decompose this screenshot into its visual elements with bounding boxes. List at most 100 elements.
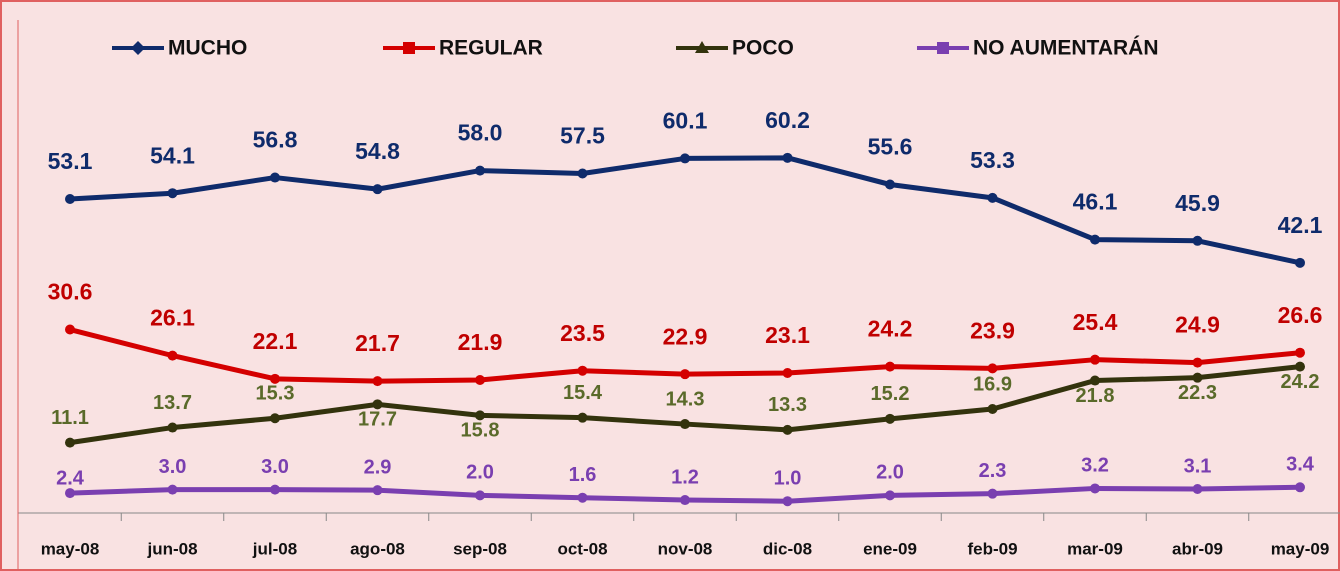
data-label: 3.1 [1184,455,1212,477]
data-label: 25.4 [1073,309,1118,335]
data-point [1295,257,1305,268]
x-tick-label: may-09 [1271,539,1330,558]
data-point [167,188,178,199]
x-tick-label: dic-08 [763,539,812,558]
data-point [1090,354,1100,365]
data-label: 15.2 [871,383,910,405]
data-point [475,165,485,176]
data-point [167,484,178,495]
data-label: 54.1 [150,142,195,168]
data-label: 21.7 [355,330,400,356]
data-label: 2.4 [56,467,85,489]
data-point [372,184,383,195]
data-label: 3.2 [1081,455,1109,477]
data-label: 3.0 [261,456,289,478]
data-point [1090,483,1100,494]
data-label: 17.7 [358,409,397,431]
data-point [680,495,690,506]
data-label: 42.1 [1278,212,1323,238]
data-label: 13.7 [153,392,192,414]
data-label: 23.9 [970,317,1015,343]
data-point [577,168,588,179]
data-label: 11.1 [51,407,89,429]
data-label: 55.6 [868,134,913,160]
x-tick-label: feb-09 [967,539,1017,558]
data-point [1090,375,1100,386]
data-label: 21.9 [458,329,503,355]
data-label: 15.8 [461,420,500,442]
data-point [577,365,588,376]
data-label: 22.9 [663,323,708,349]
data-point [782,496,793,507]
data-point [987,363,998,374]
legend-label: MUCHO [168,37,247,60]
data-label: 58.0 [458,120,503,146]
x-tick-label: jun-08 [146,539,197,558]
data-label: 14.3 [666,388,705,410]
data-label: 56.8 [253,127,298,153]
data-point [270,373,280,384]
data-point [270,172,280,183]
data-label: 60.2 [765,107,810,133]
data-label: 60.1 [663,107,708,133]
data-point [885,413,895,424]
data-label: 54.8 [355,138,400,164]
data-point [782,424,793,435]
data-point [987,192,998,203]
data-point [1295,482,1305,493]
x-tick-label: abr-09 [1172,539,1223,558]
data-point [885,179,895,190]
data-point [372,376,383,387]
data-point [1090,234,1100,245]
data-point [270,484,280,495]
data-label: 1.0 [774,467,802,489]
data-point [885,490,895,501]
data-point [577,492,588,503]
x-tick-label: nov-08 [658,539,713,558]
data-label: 3.4 [1286,454,1315,476]
data-label: 16.9 [973,373,1012,395]
data-point [65,324,75,335]
data-point [680,419,690,430]
data-point [1295,347,1305,358]
data-label: 24.2 [868,316,913,342]
data-point [167,350,178,361]
data-label: 26.6 [1278,302,1323,328]
legend-marker [695,41,709,53]
x-tick-label: jul-08 [252,539,297,558]
data-point [987,403,998,414]
data-point [1192,357,1203,368]
data-label: 13.3 [768,394,807,416]
data-point [1192,235,1203,246]
data-label: 2.3 [979,460,1007,482]
data-label: 15.4 [563,382,603,404]
data-point [475,410,485,421]
data-label: 2.9 [364,456,392,478]
data-point [65,194,75,205]
data-label: 30.6 [48,279,93,305]
data-label: 53.3 [970,147,1015,173]
data-label: 22.3 [1178,382,1217,404]
data-point [1192,484,1203,495]
data-point [372,399,383,410]
data-label: 2.0 [876,462,904,484]
data-label: 22.1 [253,328,298,354]
x-tick-label: ene-09 [863,539,917,558]
data-point [885,361,895,372]
data-label: 24.9 [1175,312,1220,338]
data-label: 23.1 [765,322,810,348]
data-point [475,490,485,501]
data-label: 2.0 [466,462,494,484]
x-tick-label: oct-08 [557,539,607,558]
legend-marker [937,42,949,54]
data-label: 1.2 [671,466,699,488]
data-point [65,488,75,499]
data-point [577,412,588,423]
x-tick-label: mar-09 [1067,539,1123,558]
legend-label: REGULAR [439,37,543,60]
data-point [65,437,75,448]
data-point [475,374,485,385]
